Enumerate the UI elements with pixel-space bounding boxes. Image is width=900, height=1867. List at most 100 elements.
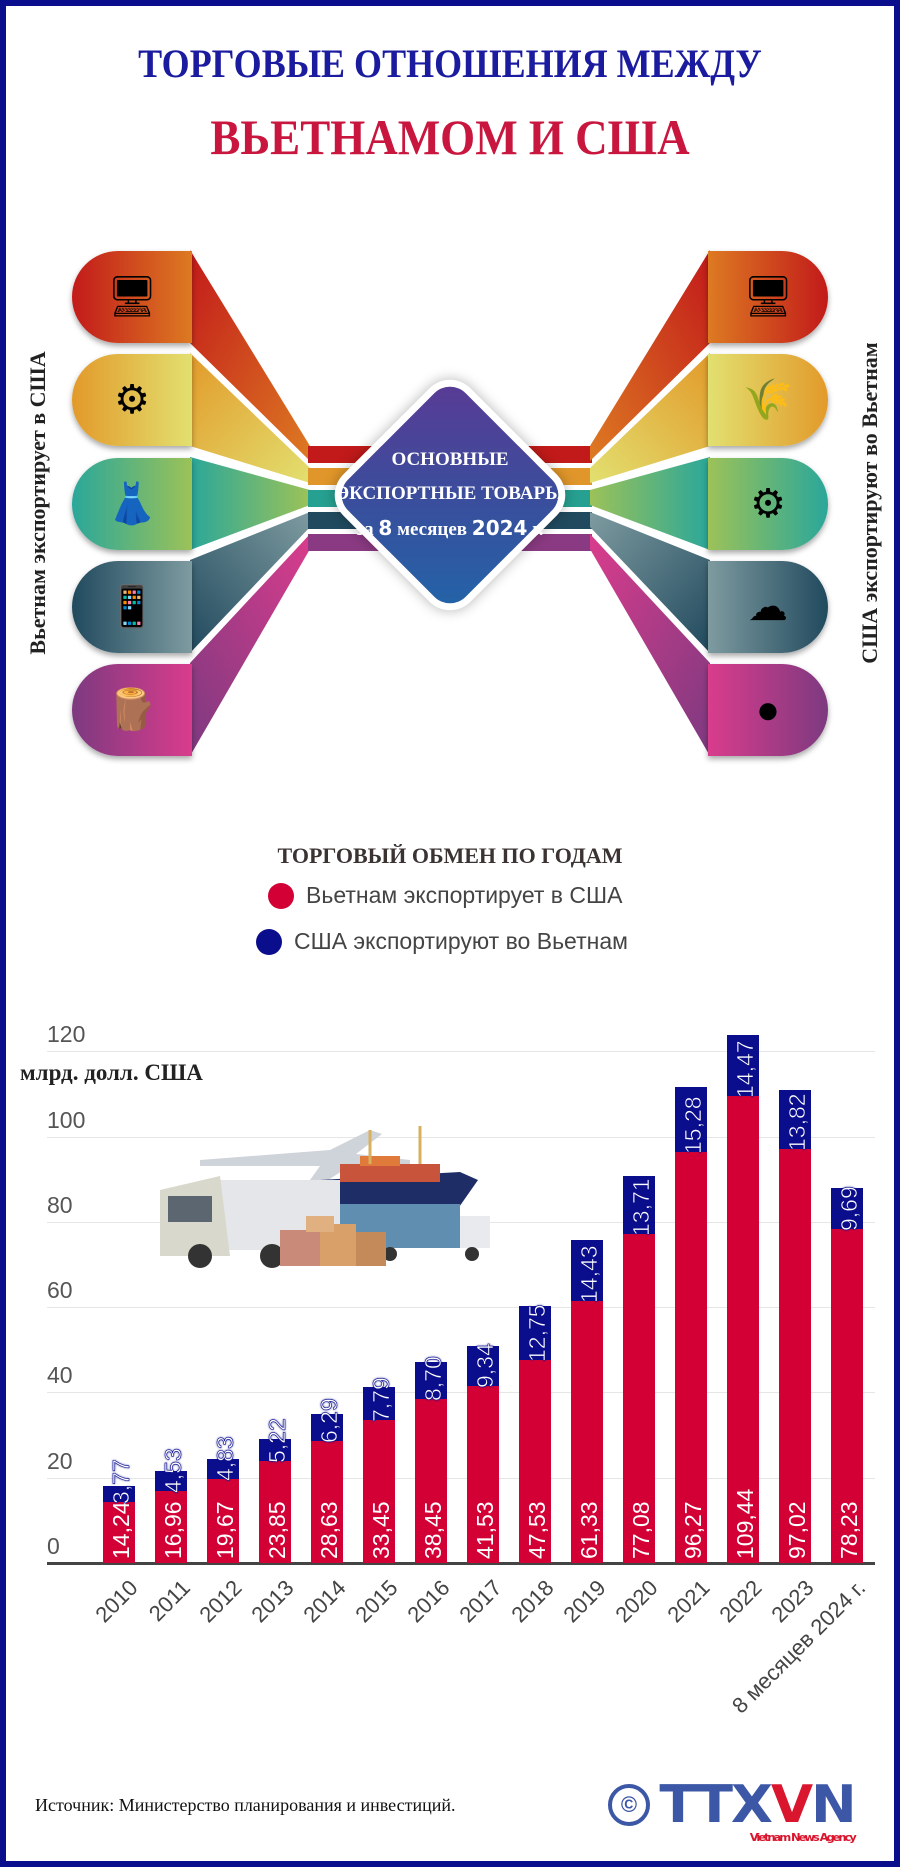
logistics-illustration bbox=[160, 1126, 490, 1268]
value-label-us: 4,53 bbox=[160, 1447, 187, 1493]
x-axis-line bbox=[47, 1562, 875, 1565]
segment-vietnam-exports bbox=[831, 1229, 863, 1563]
plastic-pellets-icon: ● bbox=[755, 688, 781, 732]
segment-us-exports bbox=[571, 1239, 603, 1302]
chart-title: ТОРГОВЫЙ ОБМЕН ПО ГОДАМ bbox=[277, 843, 623, 868]
smartphone-icon: 📱 bbox=[107, 585, 157, 629]
value-label-us: 9,69 bbox=[836, 1186, 863, 1232]
value-label-us: 9,34 bbox=[472, 1343, 499, 1388]
right-export-item-4: ☁ bbox=[708, 561, 828, 653]
value-label-vietnam: 41,53 bbox=[472, 1501, 498, 1559]
segment-vietnam-exports bbox=[623, 1234, 655, 1563]
y-tick-label: 100 bbox=[47, 1107, 86, 1133]
legend-label: Вьетнам экспортирует в США bbox=[306, 882, 623, 908]
logo-tagline: Vietnam News Agency bbox=[749, 1831, 857, 1844]
source-note: Источник: Министерство планирования и ин… bbox=[35, 1795, 456, 1815]
value-label-vietnam: 78,23 bbox=[836, 1501, 862, 1559]
right-export-item-2: 🌾 bbox=[708, 354, 828, 446]
segment-vietnam-exports bbox=[311, 1440, 343, 1563]
y-tick-label: 60 bbox=[47, 1277, 73, 1303]
right-export-item-3: ⚙ bbox=[708, 458, 828, 550]
bar-2012: 19,67 4,83 bbox=[207, 1436, 239, 1563]
value-label-vietnam: 33,45 bbox=[368, 1501, 394, 1559]
left-export-item-4: 📱 bbox=[72, 561, 192, 653]
gridline bbox=[47, 1137, 875, 1138]
ttxvn-logo: © TTXVN Vietnam News Agency bbox=[608, 1775, 857, 1844]
bar-2010: 14,24 3,77 bbox=[103, 1459, 135, 1563]
segment-vietnam-exports bbox=[415, 1399, 447, 1563]
bar-2014: 28,63 6,29 bbox=[311, 1398, 343, 1563]
value-label-vietnam: 28,63 bbox=[316, 1501, 342, 1559]
segment-vietnam-exports bbox=[155, 1490, 187, 1563]
value-label-us: 7,79 bbox=[368, 1377, 395, 1423]
value-label-us: 5,22 bbox=[264, 1418, 291, 1464]
value-label-vietnam: 47,53 bbox=[524, 1501, 550, 1559]
segment-vietnam-exports bbox=[519, 1360, 551, 1563]
value-label-vietnam: 61,33 bbox=[576, 1501, 602, 1559]
center-line-2: ЭКСПОРТНЫЕ ТОВАРЫ bbox=[336, 483, 564, 504]
value-label-vietnam: 109,44 bbox=[732, 1488, 758, 1559]
segment-us-exports bbox=[415, 1361, 447, 1399]
logo-wordmark: TTXVN Vietnam News Agency bbox=[659, 1775, 856, 1844]
value-label-vietnam: 14,24 bbox=[108, 1501, 134, 1559]
value-label-us: 14,43 bbox=[576, 1245, 603, 1304]
segment-vietnam-exports bbox=[467, 1385, 499, 1563]
value-label-us: 8,70 bbox=[420, 1356, 447, 1401]
value-label-us: 3,77 bbox=[108, 1459, 135, 1505]
value-label-vietnam: 23,85 bbox=[264, 1501, 290, 1559]
segment-us-exports bbox=[623, 1175, 655, 1235]
left-export-item-3: 👗 bbox=[72, 458, 192, 550]
cotton-icon: ☁ bbox=[748, 585, 788, 629]
y-axis-unit-label: млрд. долл. США bbox=[20, 1060, 203, 1085]
machinery-gears-icon: ⚙ bbox=[114, 378, 150, 422]
bar-2013: 23,85 5,22 bbox=[259, 1418, 291, 1563]
center-badge: ОСНОВНЫЕ ЭКСПОРТНЫЕ ТОВАРЫ за 8 месяцев … bbox=[332, 377, 568, 613]
bar-2019: 61,33 14,43 bbox=[571, 1239, 603, 1563]
segment-us-exports bbox=[155, 1471, 187, 1491]
segment-us-exports bbox=[467, 1346, 499, 1386]
gridline bbox=[47, 1051, 875, 1052]
segment-us-exports bbox=[675, 1087, 707, 1153]
segment-vietnam-exports bbox=[207, 1479, 239, 1563]
value-label-us: 14,47 bbox=[732, 1040, 759, 1099]
value-label-vietnam: 96,27 bbox=[680, 1501, 706, 1559]
y-tick-label: 40 bbox=[47, 1362, 73, 1388]
value-label-us: 13,71 bbox=[628, 1178, 655, 1237]
bar-8-месяцев-2024-г.: 78,23 9,69 bbox=[831, 1186, 863, 1563]
segment-us-exports bbox=[363, 1387, 395, 1421]
segment-vietnam-exports bbox=[727, 1096, 759, 1563]
machinery-gears-icon: ⚙ bbox=[750, 482, 786, 526]
legend-vietnam-exports: Вьетнам экспортирует в США bbox=[268, 882, 622, 909]
right-export-item-5: ● bbox=[708, 664, 828, 756]
legend-dot-red bbox=[268, 882, 294, 909]
left-export-item-5: 🪵 bbox=[72, 664, 192, 756]
bar-2022: 109,44 14,47 bbox=[727, 1034, 759, 1563]
segment-vietnam-exports bbox=[675, 1152, 707, 1563]
segment-us-exports bbox=[831, 1188, 863, 1230]
segment-vietnam-exports bbox=[259, 1461, 291, 1563]
bar-2021: 96,27 15,28 bbox=[675, 1087, 707, 1563]
left-export-item-2: ⚙ bbox=[72, 354, 192, 446]
segment-us-exports bbox=[103, 1486, 135, 1503]
title-line-1: ТОРГОВЫЕ ОТНОШЕНИЯ МЕЖДУ bbox=[138, 41, 762, 86]
gridline bbox=[47, 1478, 875, 1479]
value-label-us: 15,28 bbox=[680, 1096, 707, 1155]
value-label-us: 6,29 bbox=[316, 1398, 343, 1443]
center-line-1: ОСНОВНЫЕ bbox=[391, 449, 509, 470]
value-label-vietnam: 77,08 bbox=[628, 1501, 654, 1559]
bar-2023: 97,02 13,82 bbox=[779, 1090, 811, 1563]
grain-feed-icon: 🌾 bbox=[743, 378, 793, 422]
textile-dress-icon: 👗 bbox=[107, 482, 157, 526]
legend-label: США экспортируют во Вьетнам bbox=[294, 928, 628, 954]
center-line-3: за 8 месяцев 2024 г. bbox=[356, 516, 544, 540]
segment-vietnam-exports bbox=[779, 1149, 811, 1563]
gridline bbox=[47, 1307, 875, 1308]
computer-icon: 🖥 bbox=[106, 275, 158, 319]
y-tick-label: 80 bbox=[47, 1192, 73, 1218]
computer-icon: 🖥 bbox=[742, 275, 794, 319]
segment-us-exports bbox=[207, 1458, 239, 1480]
title-line-2: ВЬЕТНАМОМ И США bbox=[210, 109, 690, 165]
wood-logs-icon: 🪵 bbox=[107, 688, 157, 732]
bar-2018: 47,53 12,75 bbox=[519, 1304, 551, 1563]
value-label-us: 4,83 bbox=[212, 1436, 239, 1482]
